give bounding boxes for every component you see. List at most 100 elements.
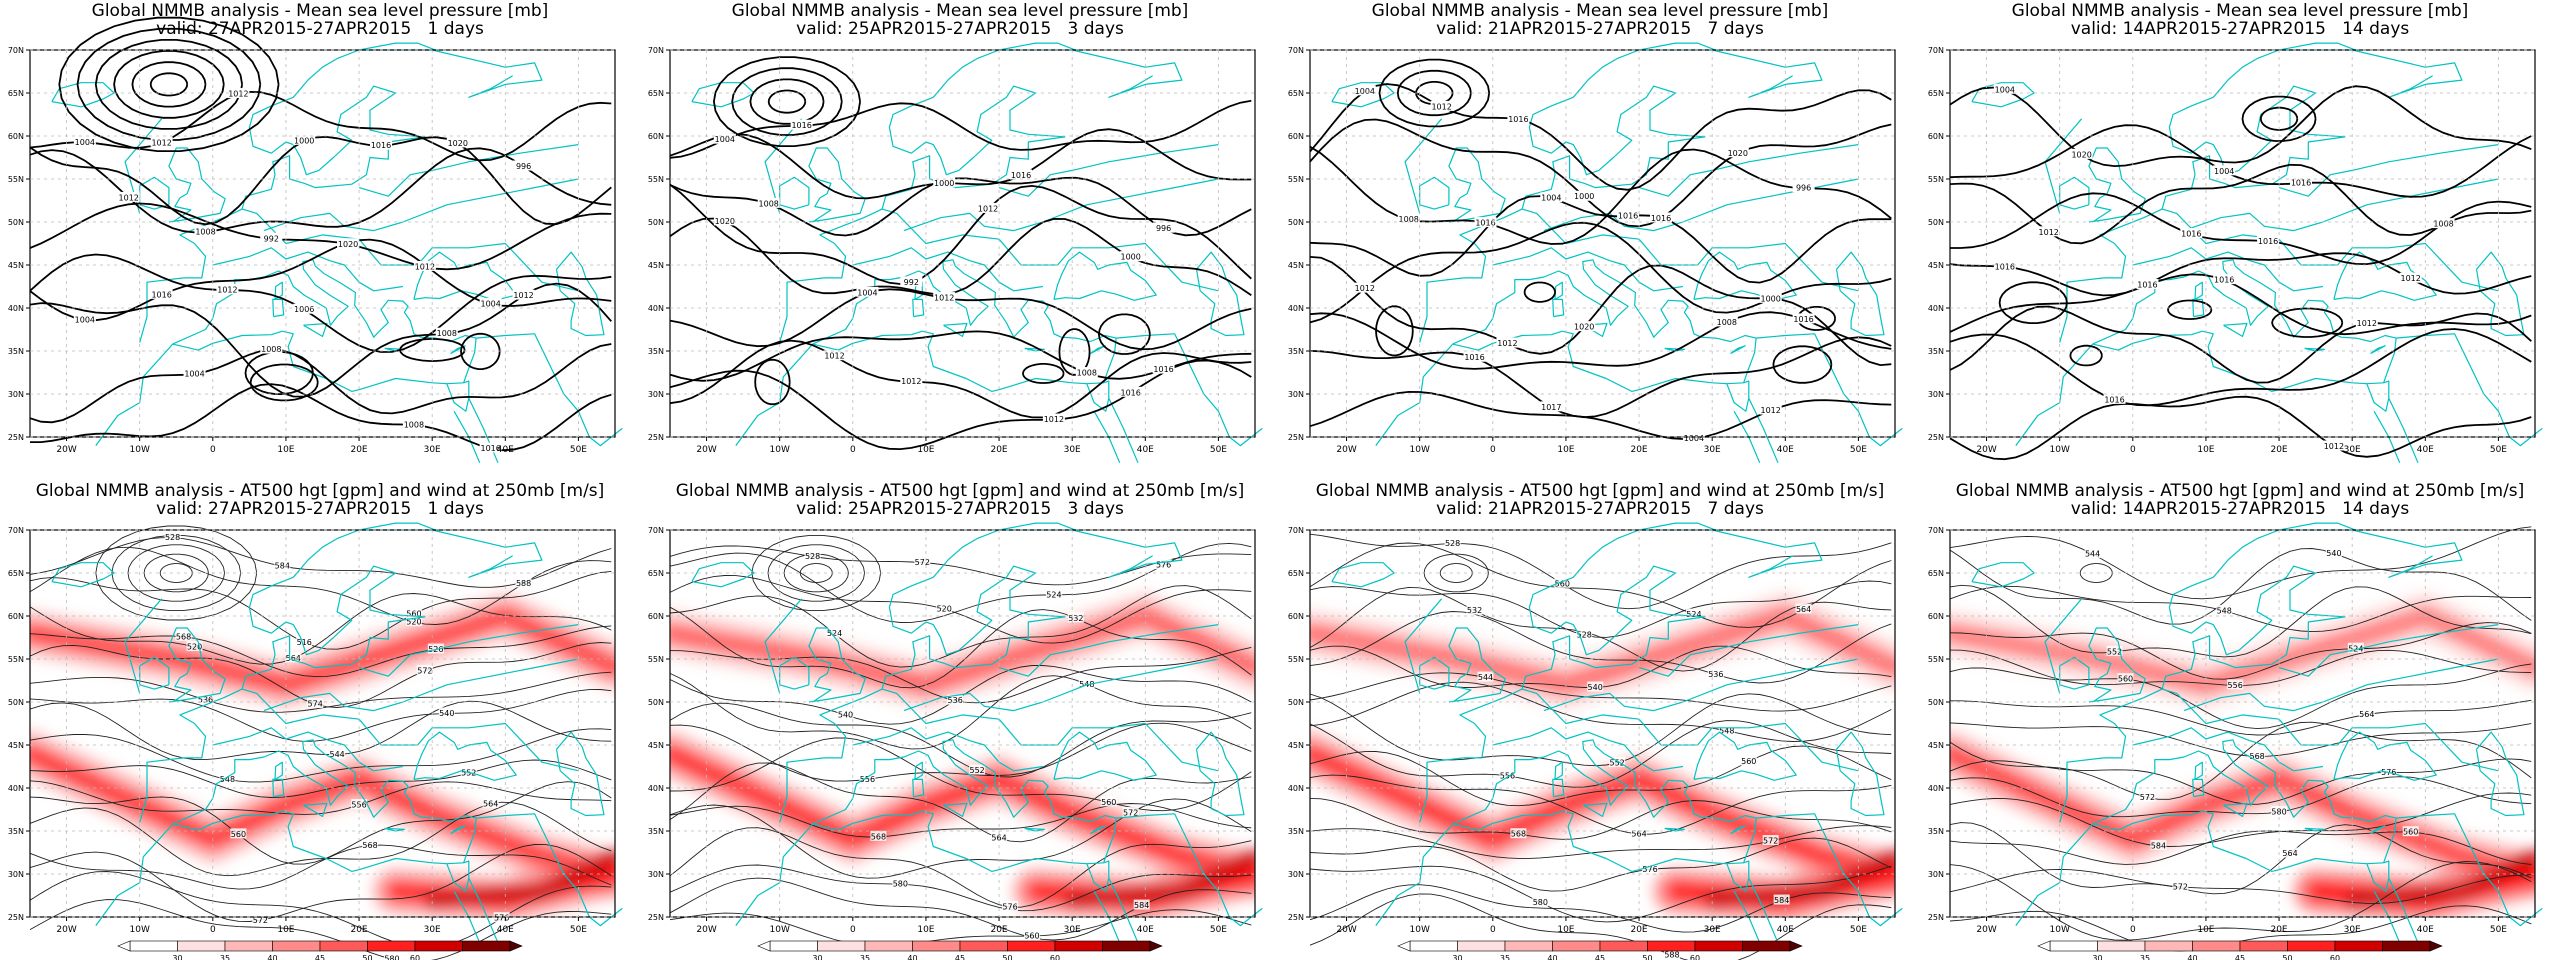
coastline-20 bbox=[852, 727, 1043, 772]
coastline-1 bbox=[1375, 259, 1757, 446]
isobar-label-bg bbox=[2103, 393, 2126, 404]
map-frame: 20W 10W 0 10E 20E 30E 40E 50E 25N 30N 35N 40N 45N 50N… bbox=[8, 526, 616, 935]
isobar-label-bg bbox=[446, 137, 469, 148]
contour-label: 536 bbox=[198, 695, 213, 704]
contour-label-bg bbox=[991, 832, 1008, 843]
coastline-20 bbox=[1492, 247, 1683, 292]
x-tick-label: 20W bbox=[1976, 925, 1996, 935]
contour-label: 568 bbox=[1511, 830, 1526, 839]
isobar-label: 1008 bbox=[759, 199, 779, 208]
y-tick-label: 35N bbox=[1928, 347, 1944, 356]
y-tick-label: 70N bbox=[8, 526, 24, 535]
contour-label: 568 bbox=[2249, 752, 2264, 761]
map-panel-8: Global NMMB analysis - AT500 hgt [gpm] a… bbox=[1920, 480, 2560, 960]
contour-label: 544 bbox=[2085, 550, 2100, 559]
isobar-label-bg bbox=[337, 238, 360, 249]
map-frame: 20W 10W 0 10E 20E 30E 40E 50E 25N 30N 35N 40N 45N 50N… bbox=[1928, 526, 2536, 935]
height-contour bbox=[29, 899, 612, 960]
coastline-10 bbox=[2483, 393, 2543, 447]
height-contour bbox=[1309, 797, 1892, 840]
coastline-14 bbox=[943, 322, 968, 337]
low-pressure-ring bbox=[712, 56, 861, 147]
colorbar-arrow-right bbox=[2429, 940, 2443, 952]
contour-label-bg bbox=[936, 603, 953, 614]
closed-isobar bbox=[1097, 313, 1151, 355]
coastline-1 bbox=[1375, 739, 1757, 926]
coastline-3 bbox=[1419, 176, 1450, 210]
contour-label: 548 bbox=[220, 775, 235, 784]
y-tick-label: 30N bbox=[1288, 870, 1304, 879]
x-tick-label: 30E bbox=[424, 445, 441, 455]
coastline-0 bbox=[1419, 522, 1720, 823]
y-tick-label: 30N bbox=[1288, 390, 1304, 399]
colorbar-tick-label: 30 bbox=[812, 954, 822, 960]
isobar-label-bg bbox=[2432, 218, 2455, 229]
height-contour bbox=[1309, 837, 1892, 892]
isobar-label: 1012 bbox=[2039, 228, 2059, 237]
height-contour bbox=[29, 844, 612, 922]
y-tick-label: 55N bbox=[1928, 175, 1944, 184]
contour-label: 560 bbox=[2403, 828, 2418, 837]
contour-label-bg bbox=[947, 694, 964, 705]
isobar-label-bg bbox=[1397, 213, 1420, 224]
height-contour bbox=[29, 801, 612, 877]
colorbar-segment bbox=[272, 940, 321, 952]
y-tick-label: 25N bbox=[1928, 913, 1944, 922]
low-pressure-ring bbox=[731, 67, 843, 136]
isobar-label-bg bbox=[1430, 100, 1453, 111]
isobar bbox=[669, 128, 1252, 200]
y-tick-label: 60N bbox=[1288, 132, 1304, 141]
map-canvas: 5285245205245325365405485525565605645685… bbox=[648, 522, 1263, 960]
gridlines bbox=[30, 529, 615, 918]
contour-label: 560 bbox=[1741, 757, 1756, 766]
panel-title-main: Global NMMB analysis - AT500 hgt [gpm] a… bbox=[35, 481, 605, 501]
isobar-label: 1012 bbox=[513, 291, 533, 300]
isobar-label-bg bbox=[1075, 367, 1098, 378]
panel-title: Global NMMB analysis - AT500 hgt [gpm] a… bbox=[1920, 482, 2560, 518]
isobar-label-bg bbox=[216, 284, 239, 295]
isobar-label-bg bbox=[293, 303, 316, 314]
isobar-labels: 1004 1004 1008 1016 1012 1016 1012 1016 1012 1020… bbox=[1993, 83, 2455, 451]
coastline-12 bbox=[1554, 281, 1563, 300]
coastline-6 bbox=[1835, 731, 1885, 817]
y-tick-label: 40N bbox=[648, 304, 664, 313]
x-tick-label: 10E bbox=[917, 925, 934, 935]
isobar-label: 1016 bbox=[2137, 281, 2157, 290]
contour-label: 564 bbox=[2282, 849, 2297, 858]
x-tick-label: 10E bbox=[2197, 445, 2214, 455]
y-tick-label: 55N bbox=[648, 655, 664, 664]
isobar-label: 1016 bbox=[1618, 211, 1638, 220]
contour-label-bg bbox=[2347, 642, 2364, 653]
closed-isobar bbox=[2271, 307, 2344, 338]
isobar-label: 1008 bbox=[1717, 318, 1737, 327]
contour-label: 560 bbox=[231, 830, 246, 839]
isobar-label-bg bbox=[713, 133, 736, 144]
height-contour bbox=[1309, 893, 1892, 960]
x-tick-label: 20W bbox=[56, 445, 76, 455]
isobar bbox=[29, 90, 612, 162]
mslp-contours bbox=[669, 56, 1252, 451]
contour-label-bg bbox=[427, 643, 444, 654]
isobar-label-bg bbox=[1617, 209, 1640, 220]
coastline-22 bbox=[2278, 144, 2499, 197]
contour-label: 588 bbox=[516, 579, 531, 588]
coastline-11 bbox=[1756, 333, 1845, 395]
isobar bbox=[1949, 395, 2532, 461]
isobar-label-bg bbox=[1759, 404, 1782, 415]
closed-isobar bbox=[2167, 299, 2213, 320]
colorbar-arrow-right bbox=[1149, 940, 1163, 952]
isobar-label-bg bbox=[2136, 279, 2159, 290]
jet-band-max bbox=[424, 848, 615, 908]
contour-label-bg bbox=[2325, 547, 2342, 558]
y-tick-label: 60N bbox=[1928, 612, 1944, 621]
x-tick-label: 40E bbox=[497, 925, 514, 935]
contour-label: 520 bbox=[937, 605, 952, 614]
contour-label: 536 bbox=[1708, 670, 1723, 679]
x-tick-label: 10E bbox=[2197, 925, 2214, 935]
contour-label: 580 bbox=[893, 880, 908, 889]
coastline-14 bbox=[2223, 322, 2248, 337]
height-contour bbox=[1949, 776, 2532, 818]
y-tick-label: 45N bbox=[648, 741, 664, 750]
coastlines bbox=[1971, 42, 2543, 464]
coastline-17 bbox=[1404, 598, 1443, 694]
